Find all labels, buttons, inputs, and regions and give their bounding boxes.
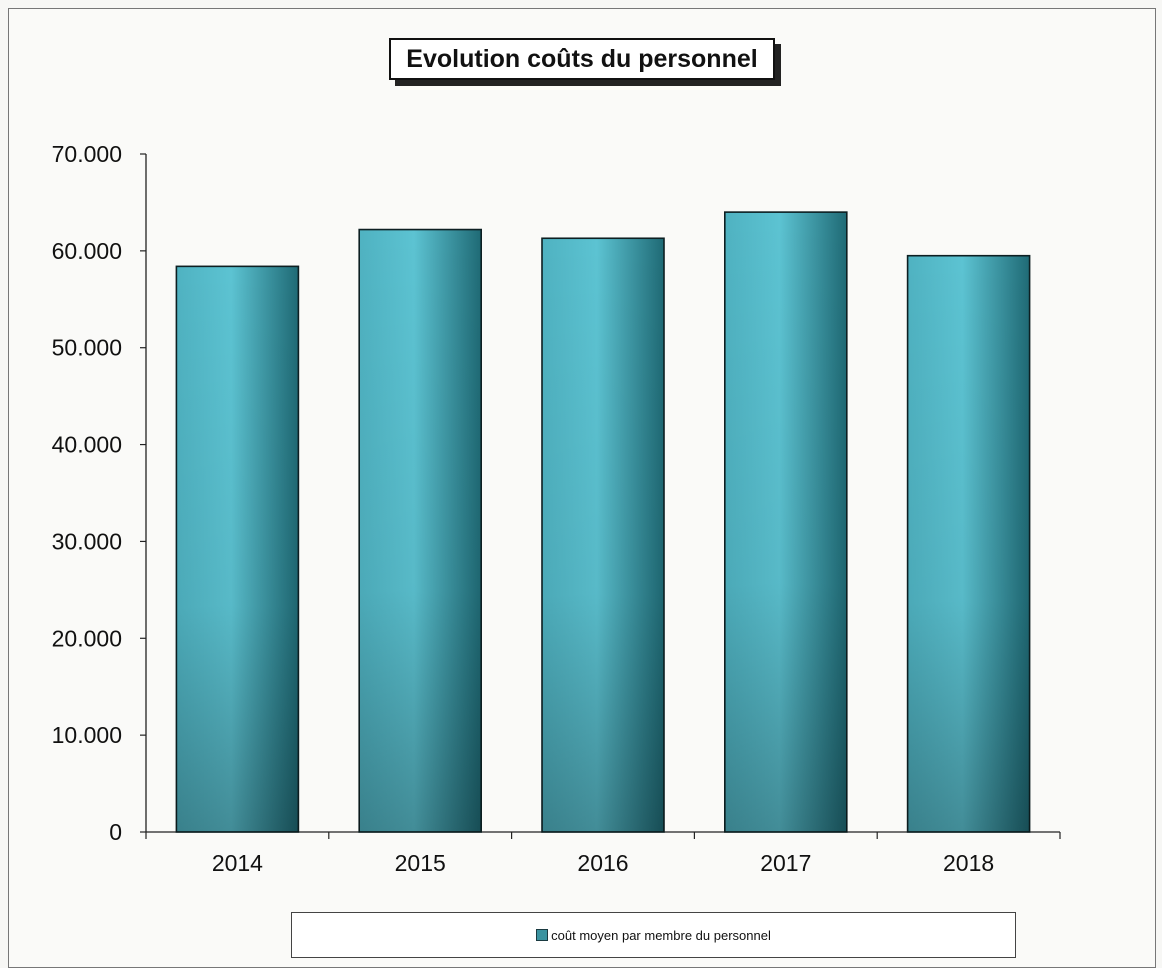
y-tick-label: 40.000 (52, 432, 122, 458)
legend-swatch (536, 929, 549, 941)
bar-shade (176, 266, 299, 833)
x-tick-label: 2016 (577, 850, 628, 876)
x-tick-label: 2015 (395, 850, 446, 876)
y-tick-label: 30.000 (52, 528, 122, 554)
chart-title: Evolution coûts du personnel (389, 38, 775, 80)
legend: coût moyen par membre du personnel (291, 912, 1016, 958)
y-tick-label: 60.000 (52, 238, 122, 264)
y-tick-label: 50.000 (52, 335, 122, 361)
bar-2016 (541, 237, 665, 833)
x-tick-label: 2017 (760, 850, 811, 876)
chart-title-text: Evolution coûts du personnel (406, 44, 758, 73)
bar-2015 (358, 228, 483, 833)
x-tick-label: 2014 (212, 850, 263, 876)
y-tick-label: 70.000 (52, 141, 122, 167)
bar-shade (907, 255, 1030, 832)
bar-shade (724, 212, 847, 833)
bar-2018 (906, 254, 1031, 833)
bar-shade (542, 238, 664, 832)
x-tick-label: 2018 (943, 850, 994, 876)
y-tick-label: 0 (109, 819, 122, 845)
y-tick-label: 20.000 (52, 625, 122, 651)
legend-label: coût moyen par membre du personnel (551, 927, 771, 943)
bar-shade (359, 229, 482, 832)
bar-2014 (175, 265, 300, 833)
y-tick-label: 10.000 (52, 722, 122, 748)
bar-2017 (723, 211, 848, 833)
